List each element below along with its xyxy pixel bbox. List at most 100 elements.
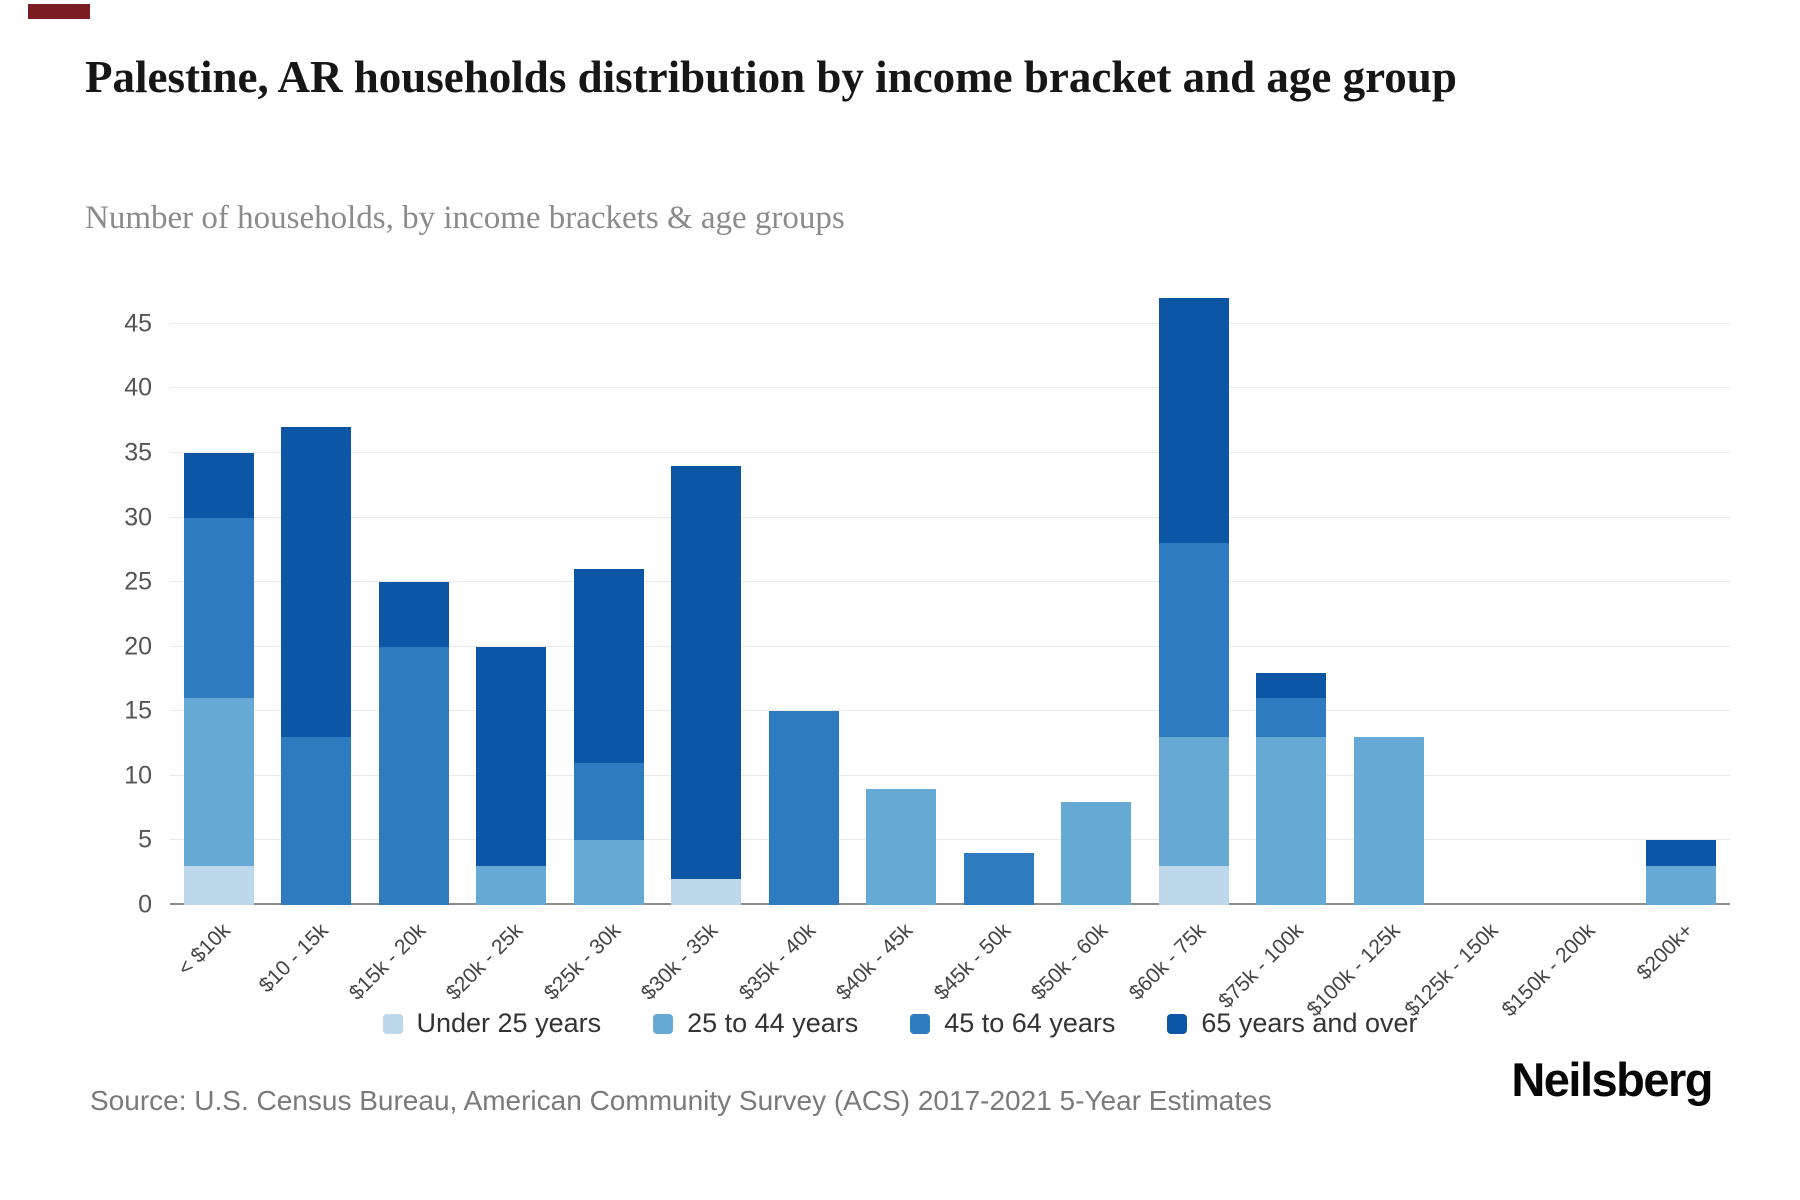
x-axis: < $10k $10 - 15k $15k - 20k $20k - 25k $25k … [170,905,1730,1023]
bar-column [755,285,853,905]
legend-label: 25 to 44 years [687,1008,859,1038]
grid-line [170,581,1730,583]
x-tick-cell: $35k - 40k [734,905,853,1023]
grid-line [170,645,1730,647]
legend-item[interactable]: 25 to 44 years [653,1008,858,1039]
x-tick-cell: $150k - 200k [1498,905,1633,1023]
accent-marker [28,4,90,19]
legend-label: 65 years and over [1201,1008,1418,1038]
x-tick-cell: $25k - 30k [539,905,658,1023]
bar-segment [183,698,254,867]
bar-segment [183,866,254,905]
bar-segment [671,465,742,880]
y-tick-label: 25 [124,567,152,596]
bar-segment [378,646,449,905]
x-tick-cell: $50k - 60k [1027,905,1146,1023]
y-tick-label: 10 [124,761,152,790]
bar-column [853,285,951,905]
bar-segment [1256,698,1327,738]
bars-container [170,285,1730,905]
bar-segment [183,517,254,699]
grid-line [170,322,1730,324]
x-tick-cell: $200k+ [1632,905,1731,1023]
brand-logo: Neilsberg [1511,1053,1713,1106]
x-tick-cell: $10 - 15k [254,905,366,1023]
bar-column [170,285,268,905]
legend-item[interactable]: Under 25 years [382,1008,602,1039]
legend-swatch-icon [1167,1013,1188,1034]
bar-segment [1353,737,1424,905]
legend-item[interactable]: 45 to 64 years [910,1008,1115,1039]
page-title: Palestine, AR households distribution by… [85,52,1457,102]
bar-segment [1646,840,1717,867]
plot-area [170,285,1730,905]
source-note: Source: U.S. Census Bureau, American Com… [90,1085,1272,1116]
legend-swatch-icon [653,1013,674,1034]
bar-segment [866,788,937,905]
bar-segment [476,866,547,905]
x-tick-cell: $15k - 20k [344,905,463,1023]
bar-segment [1256,672,1327,699]
bar-segment [573,762,644,841]
bar-column [1340,285,1438,905]
bar-column [1145,285,1243,905]
legend-label: 45 to 64 years [944,1008,1116,1038]
bar-segment [378,582,449,647]
bar-segment [1158,866,1229,905]
x-tick-label: < $10k [173,919,236,981]
bar-segment [1061,801,1132,905]
legend-item[interactable]: 65 years and over [1167,1008,1418,1039]
x-tick-cell: $40k - 45k [832,905,951,1023]
grid-line [170,516,1730,518]
y-tick-label: 45 [124,309,152,338]
bar-segment [1158,737,1229,867]
bar-segment [281,427,352,738]
y-tick-label: 30 [124,503,152,531]
y-tick-label: 35 [124,438,152,467]
x-tick-cell: $30k - 35k [637,905,756,1023]
bar-column [560,285,658,905]
y-axis: 0 5 10 15 20 25 30 35 40 45 [90,285,170,918]
grid-line [170,387,1730,389]
page-subtitle: Number of households, by income brackets… [85,200,845,236]
x-tick-cell: $20k - 25k [442,905,561,1023]
y-tick-label: 20 [124,632,152,661]
legend-label: Under 25 years [416,1008,602,1038]
axis-baseline [170,903,1730,905]
bar-column [1438,285,1536,905]
x-tick-cell: $45k - 50k [929,905,1048,1023]
bar-segment [573,840,644,905]
stacked-bar-chart: 0 5 10 15 20 25 30 35 40 45 < $10k $10 - 15k $15k -… [90,285,1730,1023]
grid-line [170,839,1730,841]
legend-swatch-icon [382,1013,403,1034]
chart-legend: Under 25 years 25 to 44 years 45 to 64 yea… [0,1008,1800,1039]
grid-line [170,451,1730,453]
bar-column [365,285,463,905]
y-tick-label: 15 [124,696,152,725]
bar-segment [671,879,742,905]
legend-swatch-icon [910,1013,931,1034]
bar-segment [1158,297,1229,544]
bar-column [1633,285,1731,905]
bar-segment [573,569,644,763]
bar-column [1535,285,1633,905]
bar-segment [476,646,547,867]
x-tick-label: $200k+ [1632,919,1698,985]
bar-column [1048,285,1146,905]
y-tick-label: 40 [124,373,152,402]
bar-segment [963,853,1034,905]
grid-line [170,710,1730,712]
bar-segment [1646,866,1717,905]
x-tick-cell: < $10k [170,905,268,1023]
bar-segment [183,452,254,518]
bar-column [950,285,1048,905]
bar-column [268,285,366,905]
bar-column [1243,285,1341,905]
bar-segment [1256,737,1327,905]
bar-segment [281,737,352,905]
bar-column [463,285,561,905]
grid-line [170,774,1730,776]
bar-segment [1158,543,1229,738]
bar-column [658,285,756,905]
y-tick-label: 0 [138,890,152,919]
